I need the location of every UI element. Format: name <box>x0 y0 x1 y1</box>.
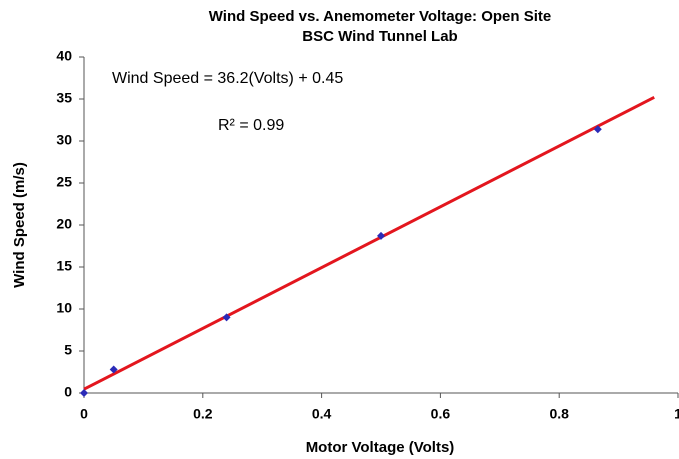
x-tick-label: 1 <box>674 406 679 422</box>
data-point <box>109 365 118 374</box>
y-tick-label: 5 <box>64 342 72 358</box>
chart-title: Wind Speed vs. Anemometer Voltage: Open … <box>209 8 551 25</box>
r-squared-annotation: R² = 0.99 <box>218 117 284 134</box>
x-tick-label: 0.8 <box>549 406 569 422</box>
y-tick-label: 20 <box>56 216 72 232</box>
y-tick-label: 0 <box>64 384 72 400</box>
data-point <box>377 231 385 240</box>
y-tick-label: 10 <box>56 300 72 316</box>
y-axis-label: Wind Speed (m/s) <box>11 162 28 288</box>
x-tick-label: 0.6 <box>431 406 451 422</box>
data-point <box>222 313 231 322</box>
x-axis-label: Motor Voltage (Volts) <box>306 439 455 456</box>
y-tick-label: 15 <box>56 258 72 274</box>
data-point <box>593 125 602 134</box>
y-tick-label: 25 <box>56 174 72 190</box>
x-tick-label: 0 <box>80 406 88 422</box>
y-tick-label: 30 <box>56 132 72 148</box>
y-tick-label: 40 <box>56 48 72 64</box>
equation-annotation: Wind Speed = 36.2(Volts) + 0.45 <box>112 70 343 87</box>
trendline <box>83 95 655 391</box>
chart-subtitle: BSC Wind Tunnel Lab <box>302 28 457 45</box>
data-point <box>80 389 88 397</box>
x-tick-label: 0.2 <box>193 406 213 422</box>
x-tick-label: 0.4 <box>312 406 332 422</box>
y-tick-label: 35 <box>56 90 72 106</box>
